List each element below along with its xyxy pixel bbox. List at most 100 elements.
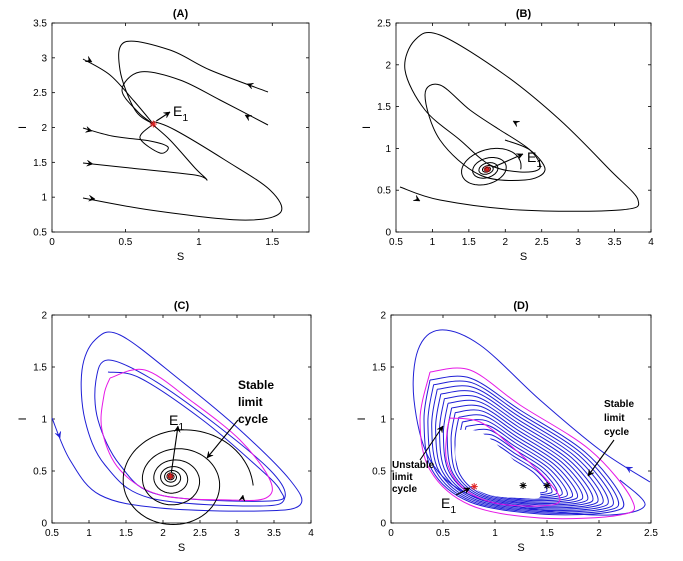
x-tick-label: 0.5	[45, 528, 59, 539]
panel-title: (B)	[516, 8, 532, 20]
y-tick-label: 0.5	[33, 467, 47, 478]
equilibrium-marker	[149, 120, 157, 128]
blue-ring	[454, 414, 584, 504]
y-tick-label: 3	[41, 53, 47, 64]
trajectory	[82, 122, 208, 181]
x-tick-label: 1	[430, 237, 436, 248]
y-tick-label: 0.5	[33, 228, 47, 239]
blue-ring	[442, 399, 599, 509]
trajectory	[118, 40, 269, 125]
equilibrium-marker-black	[543, 482, 551, 490]
x-tick-label: 1	[196, 237, 202, 248]
y-tick-label: 1	[380, 415, 386, 426]
x-tick-label: 1.5	[119, 528, 133, 539]
x-tick-label: 3.5	[608, 237, 622, 248]
annotation-stable-limit-cycle-line: cycle	[238, 412, 268, 426]
x-tick-label: 3.5	[267, 528, 281, 539]
trajectory	[82, 121, 283, 221]
x-tick-label: 2.5	[535, 237, 549, 248]
direction-arrow	[54, 431, 62, 439]
e1-pointer	[170, 425, 179, 473]
y-tick-label: 2.5	[377, 19, 391, 30]
y-tick-label: 2	[380, 311, 386, 322]
e1-label: E1	[173, 103, 188, 124]
y-tick-label: 2	[41, 123, 47, 134]
trajectory	[121, 71, 269, 126]
blue-ring	[427, 380, 620, 514]
blue-ring	[435, 390, 609, 512]
unstable-region	[455, 429, 541, 499]
e1-pointer-head	[463, 487, 471, 494]
equilibrium-subscript: 1	[536, 158, 542, 170]
unstable-limit-cycle	[445, 417, 561, 507]
blue-ring	[423, 375, 625, 516]
e1-label: E1	[169, 412, 184, 433]
star-stroke	[544, 482, 550, 489]
blue-ring	[450, 409, 589, 506]
x-axis-label: S	[178, 542, 185, 554]
x-tick-label: 0	[388, 528, 394, 539]
star-stroke	[520, 482, 526, 489]
approach-trajectory	[51, 331, 303, 512]
annotation-stable-pointer-head	[587, 469, 595, 477]
direction-arrow	[85, 56, 93, 63]
annotation-stable-limit-cycle-line: limit	[238, 395, 263, 409]
y-tick-label: 0	[385, 228, 391, 239]
equilibrium-name: E	[527, 149, 536, 165]
spiral-trajectory	[461, 147, 522, 186]
limit-cycle	[100, 368, 273, 501]
equilibrium-name: E	[173, 103, 182, 119]
y-tick-label: 1.5	[33, 363, 47, 374]
equilibrium-name: E	[169, 412, 178, 428]
outer-trajectory	[412, 329, 651, 516]
direction-arrow	[85, 126, 93, 133]
y-axis-label: I	[17, 417, 29, 420]
x-tick-label: 0.5	[118, 237, 132, 248]
equilibrium-marker	[470, 483, 478, 491]
x-axis-label: S	[517, 542, 524, 554]
annotation-stable-pointer	[587, 439, 615, 477]
y-tick-label: 1	[41, 415, 47, 426]
annotation-stable-limit-cycle-line: limit	[604, 413, 625, 424]
equilibrium-subscript: 1	[182, 112, 188, 124]
annotation-stable-limit-cycle-line: Stable	[238, 378, 274, 392]
trajectory	[399, 32, 640, 212]
annotation-stable-limit-cycle-line: Stable	[604, 399, 634, 410]
x-tick-label: 2	[503, 237, 509, 248]
x-tick-label: 2.5	[644, 528, 658, 539]
y-tick-label: 2	[385, 60, 391, 71]
annotation-unstable-limit-cycle-line: cycle	[392, 484, 417, 495]
x-tick-label: 1.5	[462, 237, 476, 248]
y-axis-label: I	[361, 126, 373, 129]
annotation-unstable-pointer-head	[437, 425, 444, 433]
y-tick-label: 2.5	[33, 88, 47, 99]
annotation-pointer-head	[206, 451, 214, 459]
y-tick-label: 1.5	[33, 158, 47, 169]
direction-arrow	[413, 195, 421, 202]
annotation-unstable-pointer	[419, 425, 444, 461]
panel-title: (D)	[513, 300, 529, 312]
x-tick-label: 2	[160, 528, 166, 539]
annotation-stable-limit-cycle-line: cycle	[604, 427, 629, 438]
x-tick-label: 2.5	[193, 528, 207, 539]
direction-arrow	[88, 194, 96, 202]
y-tick-label: 1.5	[372, 363, 386, 374]
panel-c: 0.5 1 1.5 2 2.5 3 3.5 400.511.52(C)SI E1Stableli…	[17, 300, 314, 554]
plot-frame	[395, 22, 652, 233]
star-stroke	[484, 166, 490, 173]
x-tick-label: 4	[648, 237, 654, 248]
star-stroke	[471, 483, 478, 490]
y-tick-label: 0.5	[372, 467, 386, 478]
direction-arrow	[86, 159, 94, 167]
x-tick-label: 1	[492, 528, 498, 539]
x-tick-label: 1	[86, 528, 92, 539]
y-tick-label: 1.5	[377, 102, 391, 113]
x-tick-label: 1.5	[540, 528, 554, 539]
e1-pointer	[492, 153, 524, 168]
e1-label: E1	[441, 495, 456, 516]
trajectory	[82, 123, 169, 154]
y-axis-label: I	[356, 417, 368, 420]
x-tick-label: 0.5	[389, 237, 403, 248]
equilibrium-subscript: 1	[178, 421, 184, 433]
